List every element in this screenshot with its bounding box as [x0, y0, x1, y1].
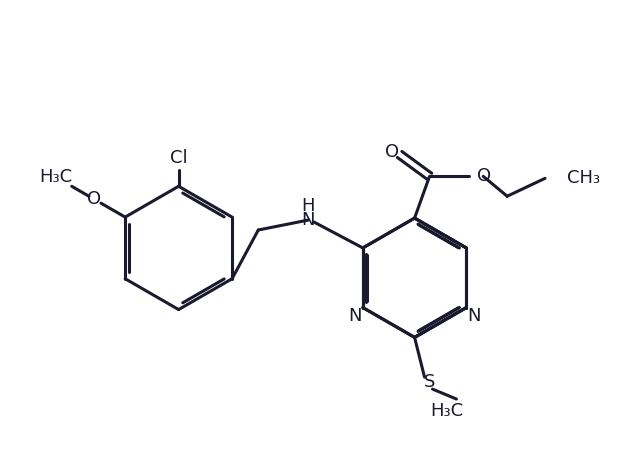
Text: O: O	[87, 190, 101, 208]
Text: N: N	[348, 306, 362, 324]
Text: CH₃: CH₃	[567, 169, 600, 188]
Text: O: O	[477, 167, 492, 185]
Text: S: S	[424, 373, 435, 391]
Text: N: N	[301, 211, 315, 229]
Text: H₃C: H₃C	[431, 402, 463, 420]
Text: Cl: Cl	[170, 149, 188, 167]
Text: O: O	[385, 143, 399, 162]
Text: H: H	[301, 197, 315, 215]
Text: H₃C: H₃C	[40, 168, 73, 186]
Text: N: N	[468, 306, 481, 324]
